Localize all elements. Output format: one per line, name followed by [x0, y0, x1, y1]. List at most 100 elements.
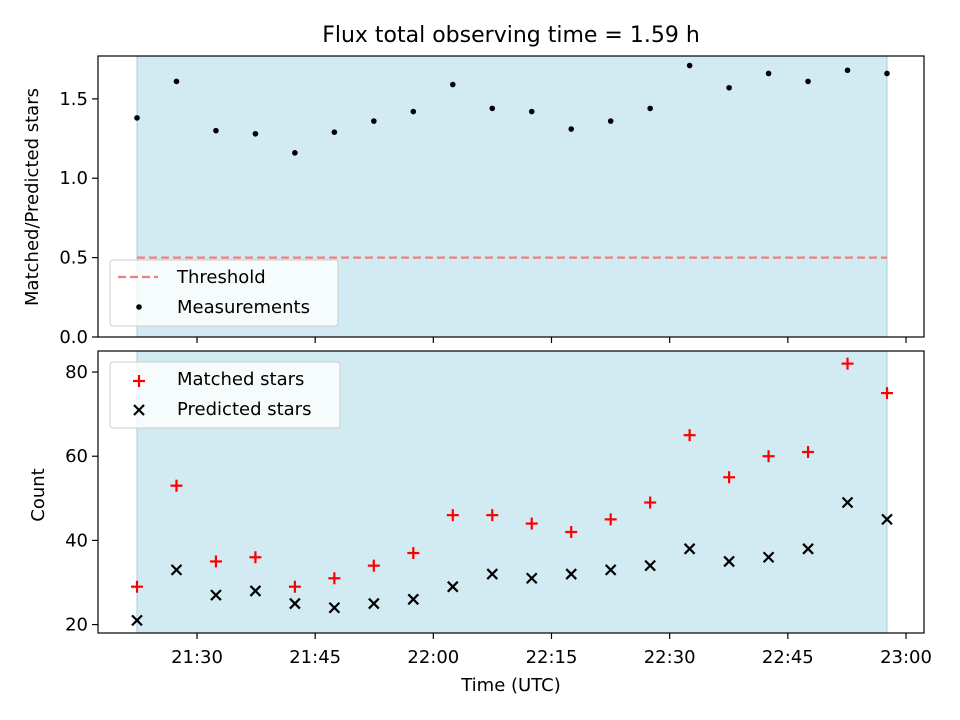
- measurement-point: [568, 126, 575, 132]
- predicted-stars-point: [447, 580, 459, 593]
- measurement-point: [489, 105, 496, 112]
- matched-stars-point: [367, 559, 380, 572]
- predicted-stars-point: [762, 551, 775, 564]
- measurement-point: [884, 70, 890, 77]
- measurement-point: [213, 127, 219, 134]
- bottom-plot-frame: [97, 350, 925, 634]
- bottom-y-tick-label: 60: [65, 446, 88, 467]
- matched-stars-point: [841, 357, 854, 370]
- measurement-point: [410, 108, 417, 115]
- top-y-axis-label: Matched/Predicted stars: [22, 88, 43, 306]
- matched-stars-point: [604, 513, 617, 526]
- measurement-point: [134, 115, 140, 121]
- predicted-stars-point: [210, 589, 222, 601]
- matched-stars-point: [407, 547, 420, 560]
- matched-stars-point: [762, 450, 775, 463]
- measurement-point: [607, 118, 614, 124]
- predicted-stars-point: [249, 585, 262, 597]
- predicted-stars-point: [328, 601, 341, 614]
- matched-stars-point: [209, 555, 222, 568]
- matched-stars-point: [131, 580, 143, 593]
- predicted-stars-point: [723, 555, 735, 568]
- measurement-point: [173, 78, 180, 85]
- bottom-y-tick-label: 20: [65, 615, 88, 636]
- top-legend: Threshold Measurements: [109, 259, 339, 327]
- bottom-y-tick-label: 80: [65, 362, 88, 383]
- matched-stars-point: [288, 580, 301, 593]
- measurement-point: [647, 105, 653, 112]
- measurement-point: [292, 150, 298, 156]
- legend-matched-swatch: [133, 375, 145, 387]
- top-y-tick-label: 0.5: [59, 248, 88, 269]
- predicted-stars-point: [644, 559, 656, 572]
- matched-stars-point: [683, 429, 696, 442]
- x-tick-label: 21:30: [171, 647, 223, 668]
- measurement-point: [449, 81, 456, 88]
- legend-measurements-swatch: [136, 304, 142, 310]
- measurement-point: [528, 108, 535, 115]
- predicted-stars-point: [525, 572, 538, 585]
- measurement-point: [726, 84, 732, 91]
- matched-stars-point: [170, 479, 183, 492]
- bottom-legend: Matched stars Predicted stars: [109, 361, 341, 429]
- predicted-stars-point: [407, 593, 420, 606]
- x-tick-label: 22:45: [762, 647, 814, 668]
- bottom-x-axis: 21:30 21:45 22:00 22:15 22:30 22:45 23:00: [171, 633, 932, 668]
- legend-threshold-label: Threshold: [176, 267, 266, 288]
- x-tick-label: 23:00: [880, 647, 932, 668]
- predicted-stars-point: [802, 543, 814, 555]
- predicted-stars-point: [131, 614, 143, 627]
- top-panel: 0.0 0.5 1.0 1.5 Matched/Predicted stars Thr…: [22, 55, 925, 348]
- bottom-y-axis-label: Count: [28, 468, 49, 521]
- matched-stars-point: [328, 572, 341, 585]
- bottom-y-tick-label: 40: [65, 530, 88, 551]
- matched-stars-point: [644, 496, 657, 509]
- bottom-data-marks: [131, 357, 893, 627]
- predicted-stars-point: [170, 564, 183, 576]
- predicted-stars-point: [841, 496, 854, 509]
- measurement-point: [765, 70, 772, 77]
- measurement-point: [371, 118, 377, 124]
- predicted-stars-point: [881, 513, 893, 526]
- measurement-point: [805, 78, 811, 85]
- measurement-point: [331, 129, 338, 136]
- top-y-tick-label: 1.0: [59, 168, 88, 189]
- top-legend-box: [109, 259, 339, 327]
- predicted-stars-point: [565, 568, 577, 580]
- legend-measurements-label: Measurements: [177, 297, 310, 318]
- legend-matched-label: Matched stars: [177, 369, 304, 390]
- matched-stars-point: [249, 551, 262, 564]
- predicted-stars-point: [604, 564, 617, 576]
- x-tick-label: 22:15: [526, 647, 578, 668]
- top-x-axis: [196, 337, 907, 343]
- x-tick-label: 22:30: [644, 647, 696, 668]
- bottom-legend-box: [109, 361, 341, 429]
- matched-stars-point: [881, 387, 893, 400]
- top-y-axis: 0.0 0.5 1.0 1.5: [59, 89, 98, 348]
- legend-predicted-label: Predicted stars: [177, 399, 311, 420]
- x-tick-label: 22:00: [407, 647, 459, 668]
- matched-stars-point: [525, 517, 538, 530]
- measurement-point: [252, 130, 259, 137]
- matched-stars-point: [565, 525, 578, 538]
- predicted-stars-point: [368, 597, 380, 610]
- bottom-x-axis-label: Time (UTC): [460, 675, 561, 696]
- top-y-tick-label: 0.0: [59, 327, 88, 348]
- top-data-marks: [134, 62, 890, 259]
- matched-stars-point: [723, 471, 736, 484]
- matched-stars-point: [446, 509, 459, 522]
- top-plot-frame: [97, 55, 925, 338]
- predicted-stars-point: [683, 543, 696, 555]
- x-tick-label: 21:45: [289, 647, 341, 668]
- figure-title: Flux total observing time = 1.59 h: [322, 23, 700, 48]
- measurement-point: [844, 67, 851, 74]
- legend-predicted-swatch: [133, 404, 145, 416]
- matched-stars-point: [802, 446, 815, 459]
- matched-stars-point: [486, 509, 499, 522]
- bottom-y-axis: 20 40 60 80: [65, 362, 98, 636]
- predicted-stars-point: [289, 597, 301, 610]
- measurement-point: [686, 62, 693, 69]
- predicted-stars-point: [486, 568, 499, 580]
